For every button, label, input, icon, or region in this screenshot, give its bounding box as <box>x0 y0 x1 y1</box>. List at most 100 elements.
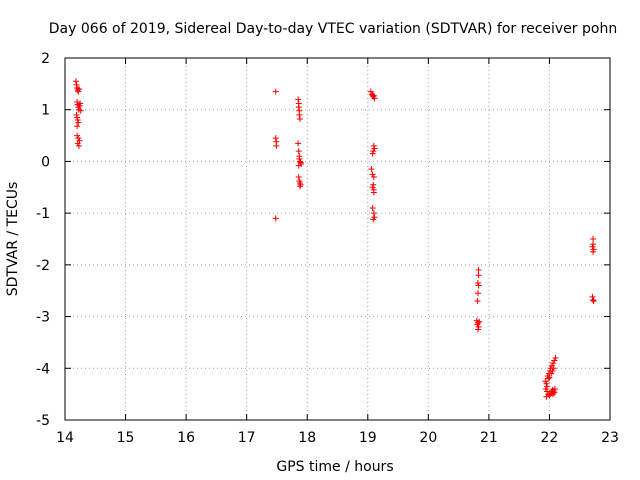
data-point <box>542 385 549 392</box>
data-point <box>295 148 302 155</box>
data-point <box>550 360 557 367</box>
data-point <box>296 111 303 118</box>
data-point <box>371 95 378 102</box>
data-point <box>371 145 378 152</box>
data-point <box>544 383 551 390</box>
data-point <box>543 393 550 400</box>
data-point <box>295 104 302 111</box>
y-tick-label: 1 <box>41 103 50 119</box>
data-point <box>273 142 280 149</box>
data-point <box>369 204 376 211</box>
data-point <box>296 158 303 165</box>
data-points <box>72 78 597 400</box>
data-point <box>74 117 81 124</box>
data-point <box>74 140 81 147</box>
y-axis-label: SDTVAR / TECUs <box>5 182 21 297</box>
y-tick-label: -2 <box>36 258 50 274</box>
data-point <box>551 385 558 392</box>
data-point <box>475 323 482 330</box>
data-point <box>546 374 553 381</box>
data-point <box>551 357 558 364</box>
data-point <box>295 96 302 103</box>
data-point <box>542 378 549 385</box>
data-point <box>370 216 377 223</box>
data-point <box>295 173 302 180</box>
data-point <box>370 148 377 155</box>
x-tick-label: 23 <box>601 430 619 446</box>
data-point <box>73 81 80 88</box>
data-point <box>549 367 556 374</box>
data-point <box>74 114 81 121</box>
y-tick-label: -3 <box>36 310 50 326</box>
data-point <box>590 236 597 242</box>
data-point <box>590 248 597 255</box>
data-point <box>590 246 597 253</box>
data-point <box>590 241 597 248</box>
data-point <box>272 135 279 142</box>
data-point <box>370 210 377 217</box>
data-point <box>296 116 303 123</box>
x-tick-label: 16 <box>177 430 195 446</box>
chart-title: Day 066 of 2019, Sidereal Day-to-day VTE… <box>49 21 617 37</box>
data-point <box>545 375 552 382</box>
data-point <box>370 92 377 99</box>
data-point <box>73 111 80 118</box>
x-tick-label: 20 <box>419 430 437 446</box>
y-tick-label: -5 <box>36 413 50 429</box>
data-point <box>590 298 597 305</box>
data-point <box>74 98 81 105</box>
axis-ticks: 14 15 16 17 18 19 20 21 22 23 -5 -4 -3 -2 -1 0 1 2 <box>36 51 619 446</box>
grid-lines <box>65 58 610 420</box>
data-point <box>74 132 81 139</box>
x-tick-label: 22 <box>541 430 559 446</box>
x-tick-label: 18 <box>298 430 316 446</box>
y-tick-label: 0 <box>41 154 50 170</box>
x-tick-label: 17 <box>238 430 256 446</box>
data-point <box>296 155 303 162</box>
data-point <box>552 354 559 361</box>
data-point <box>75 142 82 149</box>
data-point <box>77 100 84 107</box>
data-point <box>75 86 82 93</box>
data-point <box>297 181 304 188</box>
y-tick-label: -4 <box>36 361 50 377</box>
data-point <box>370 181 377 188</box>
data-point <box>370 189 377 196</box>
data-point <box>475 267 482 274</box>
data-point <box>590 297 597 304</box>
data-point <box>474 279 481 286</box>
data-point <box>474 298 481 305</box>
data-point <box>370 173 377 180</box>
x-tick-label: 15 <box>117 430 135 446</box>
data-point <box>370 142 377 149</box>
data-point <box>72 78 79 85</box>
data-point <box>589 293 596 300</box>
data-point <box>474 290 481 297</box>
data-point <box>475 282 482 289</box>
data-point <box>75 88 82 95</box>
x-tick-label: 21 <box>480 430 498 446</box>
data-point <box>295 162 302 169</box>
data-point <box>74 123 81 130</box>
data-point <box>295 140 302 147</box>
plot-frame <box>64 57 611 421</box>
data-point <box>543 380 550 387</box>
data-point <box>475 272 482 279</box>
x-axis-label: GPS time / hours <box>276 459 393 475</box>
x-tick-label: 19 <box>359 430 377 446</box>
data-point <box>272 88 279 95</box>
data-point <box>369 184 376 191</box>
data-point <box>75 135 82 142</box>
data-point <box>548 370 555 377</box>
data-point <box>77 107 84 114</box>
data-point <box>589 243 596 250</box>
data-point <box>474 326 481 333</box>
data-point <box>550 365 557 372</box>
data-point <box>474 321 481 328</box>
data-point <box>369 150 376 157</box>
data-point <box>367 88 374 95</box>
y-tick-label: -1 <box>36 206 50 222</box>
data-point <box>75 119 82 126</box>
data-point <box>369 171 376 178</box>
data-point <box>272 215 279 222</box>
